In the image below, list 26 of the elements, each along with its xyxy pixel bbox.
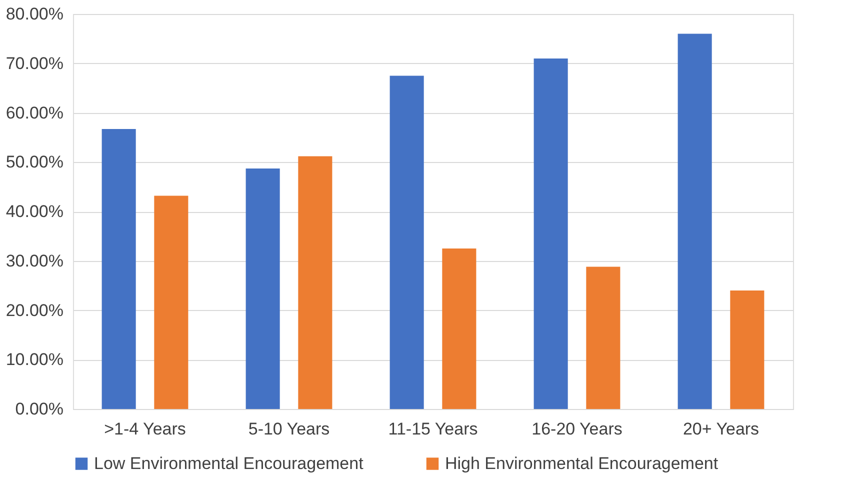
x-tick-label: 5-10 Years [248,420,330,438]
bar [730,290,764,409]
y-tick-label: 70.00% [6,54,64,73]
bar [678,34,712,409]
x-tick-label: >1-4 Years [104,420,186,438]
y-tick-label: 80.00% [6,4,64,24]
y-tick-label: 20.00% [6,300,64,320]
x-tick-label: 20+ Years [682,420,760,438]
bar [154,196,188,409]
bar [390,76,424,409]
bar [102,129,136,409]
bar [534,58,568,409]
bar [442,248,476,409]
legend-label: Low Environmental Encouragement [94,454,364,473]
y-tick-label: 50.00% [6,152,64,172]
y-tick-label: 10.00% [6,350,64,370]
bar [586,266,620,409]
y-tick-label: 30.00% [6,251,64,270]
x-tick-label: 11-15 Years [388,420,478,438]
y-tick-label: 60.00% [6,103,64,122]
bar [298,156,332,409]
y-tick-label: 0.00% [15,400,64,418]
y-tick-label: 40.00% [6,202,64,221]
x-tick-label: 16-20 Years [532,420,622,438]
legend-label: High Environmental Encouragement [445,454,718,473]
bar [246,168,280,409]
